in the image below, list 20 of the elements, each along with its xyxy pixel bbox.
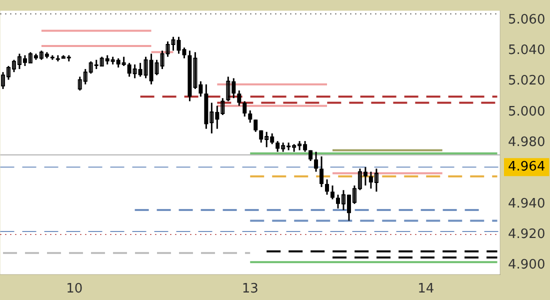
x-tick-label: 14 — [418, 282, 434, 297]
y-tick-label: 5.060 — [508, 12, 546, 28]
candlestick — [254, 118, 258, 133]
y-tick-label: 4.940 — [508, 196, 546, 212]
candlestick — [242, 100, 247, 118]
x-tick-label: 13 — [242, 282, 258, 297]
y-tick-label: 5.040 — [508, 43, 546, 58]
candlestick — [237, 90, 242, 107]
y-tick-label: 4.980 — [508, 134, 546, 150]
y-tick-label: 5.020 — [508, 74, 546, 89]
candlestick — [248, 110, 252, 124]
candlestick — [325, 178, 330, 196]
y-tick-label: 4.900 — [508, 258, 546, 273]
ref-line-label: 4.964 — [508, 159, 546, 174]
candlestick — [314, 151, 318, 172]
y-tick-label: 4.920 — [508, 226, 546, 242]
x-tick-label: 10 — [66, 282, 83, 297]
y-tick-label: 5.000 — [508, 104, 546, 120]
candlestick — [320, 156, 324, 188]
candlestick — [330, 184, 335, 200]
